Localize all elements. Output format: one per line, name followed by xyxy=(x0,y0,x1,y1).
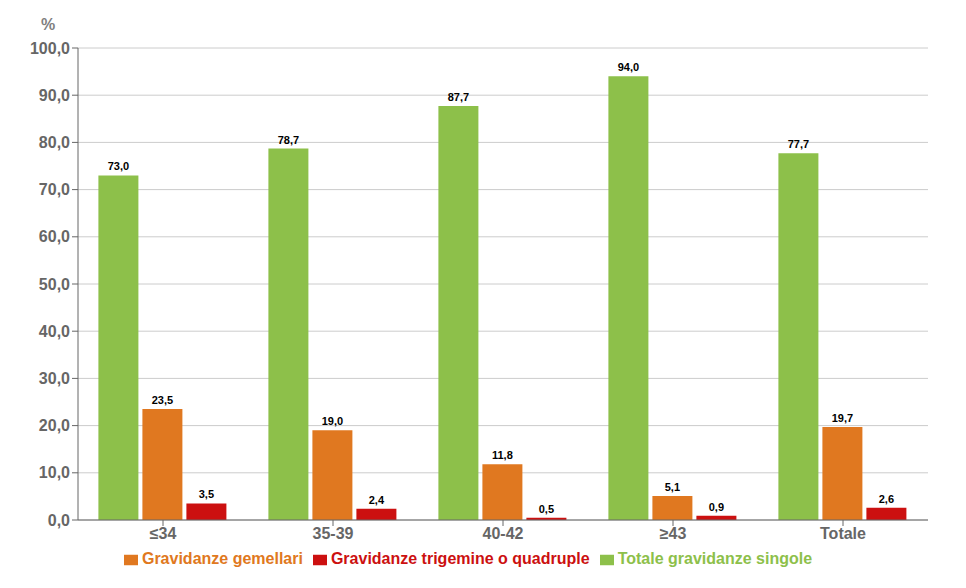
svg-text:≤34: ≤34 xyxy=(150,525,177,542)
svg-text:87,7: 87,7 xyxy=(448,91,469,103)
svg-text:78,7: 78,7 xyxy=(278,134,299,146)
svg-text:5,1: 5,1 xyxy=(665,481,680,493)
svg-text:11,8: 11,8 xyxy=(492,449,513,461)
svg-text:2,6: 2,6 xyxy=(879,493,894,505)
svg-text:0,9: 0,9 xyxy=(709,501,724,513)
svg-text:19,0: 19,0 xyxy=(322,415,343,427)
svg-text:20,0: 20,0 xyxy=(39,417,70,434)
svg-text:80,0: 80,0 xyxy=(39,134,70,151)
svg-text:73,0: 73,0 xyxy=(108,160,129,172)
svg-text:94,0: 94,0 xyxy=(618,61,639,73)
svg-text:70,0: 70,0 xyxy=(39,181,70,198)
svg-text:0,5: 0,5 xyxy=(539,503,554,515)
svg-text:3,5: 3,5 xyxy=(199,488,214,500)
svg-text:19,7: 19,7 xyxy=(832,412,853,424)
svg-text:77,7: 77,7 xyxy=(788,138,809,150)
svg-text:2,4: 2,4 xyxy=(369,494,385,506)
svg-text:%: % xyxy=(41,16,55,33)
svg-text:30,0: 30,0 xyxy=(39,370,70,387)
svg-text:50,0: 50,0 xyxy=(39,276,70,293)
svg-text:Totale: Totale xyxy=(820,525,866,542)
svg-text:≥43: ≥43 xyxy=(660,525,687,542)
svg-text:23,5: 23,5 xyxy=(152,394,173,406)
html-text:Totale gravidanze singole: Totale gravidanze singole xyxy=(617,550,812,567)
svg-text:100,0: 100,0 xyxy=(30,40,70,57)
html-text:Gravidanze gemellari: Gravidanze gemellari xyxy=(141,550,303,567)
svg-text:60,0: 60,0 xyxy=(39,228,70,245)
svg-text:90,0: 90,0 xyxy=(39,87,70,104)
html-text:Gravidanze trigemine o quadrup: Gravidanze trigemine o quadruple xyxy=(330,550,590,567)
svg-text:35-39: 35-39 xyxy=(313,525,354,542)
svg-text:40-42: 40-42 xyxy=(483,525,524,542)
svg-text:40,0: 40,0 xyxy=(39,323,70,340)
svg-text:0,0: 0,0 xyxy=(48,512,70,529)
svg-text:10,0: 10,0 xyxy=(39,464,70,481)
